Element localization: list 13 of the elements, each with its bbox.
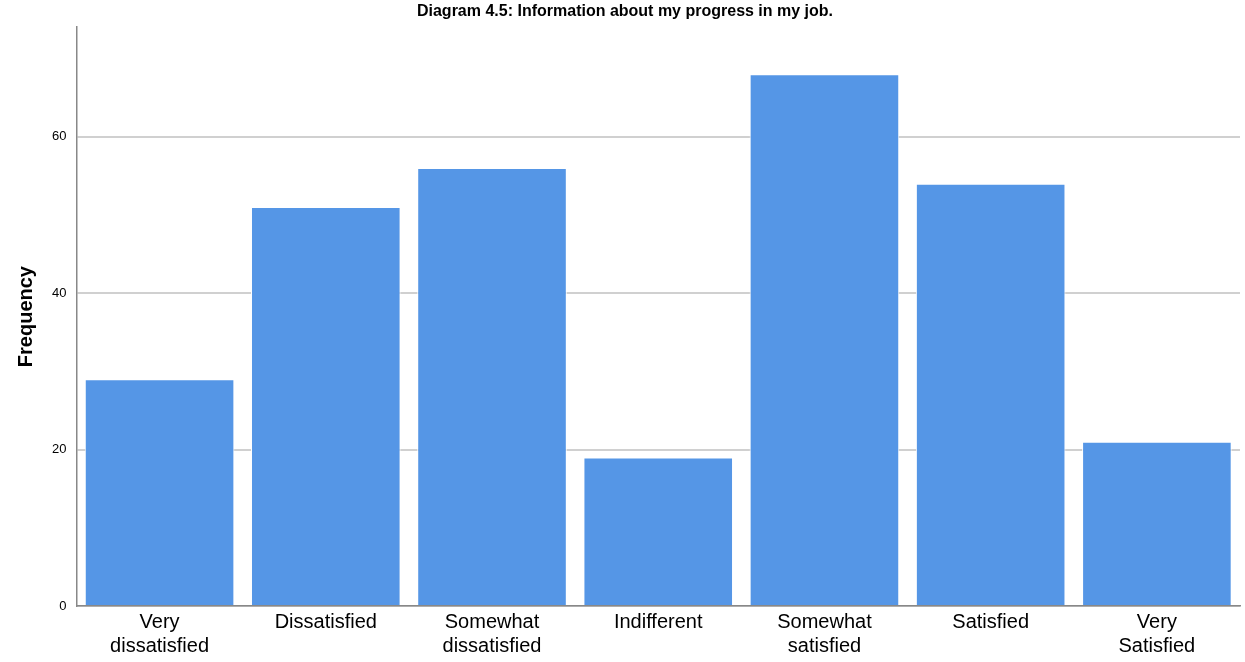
x-tick-label: Dissatisfied	[274, 609, 377, 632]
x-tick-label: Very Satisfied	[1118, 609, 1196, 656]
x-tick-label: Indifferent	[613, 609, 703, 632]
chart-title: Diagram 4.5: Information about my progress in my job.	[416, 2, 834, 20]
x-tick-label: Very dissatisfied	[110, 609, 210, 656]
x-tick-label: Somewhat dissatisfied	[442, 609, 542, 656]
y-tick-label: 40	[51, 284, 67, 300]
y-tick-label: 20	[51, 441, 67, 457]
x-tick-label: Somewhat satisfied	[777, 609, 873, 656]
x-tick-label: Satisfied	[952, 609, 1030, 632]
y-axis-title: Frequency	[13, 265, 36, 368]
y-tick-label: 0	[59, 597, 67, 613]
y-tick-label: 60	[51, 128, 67, 144]
